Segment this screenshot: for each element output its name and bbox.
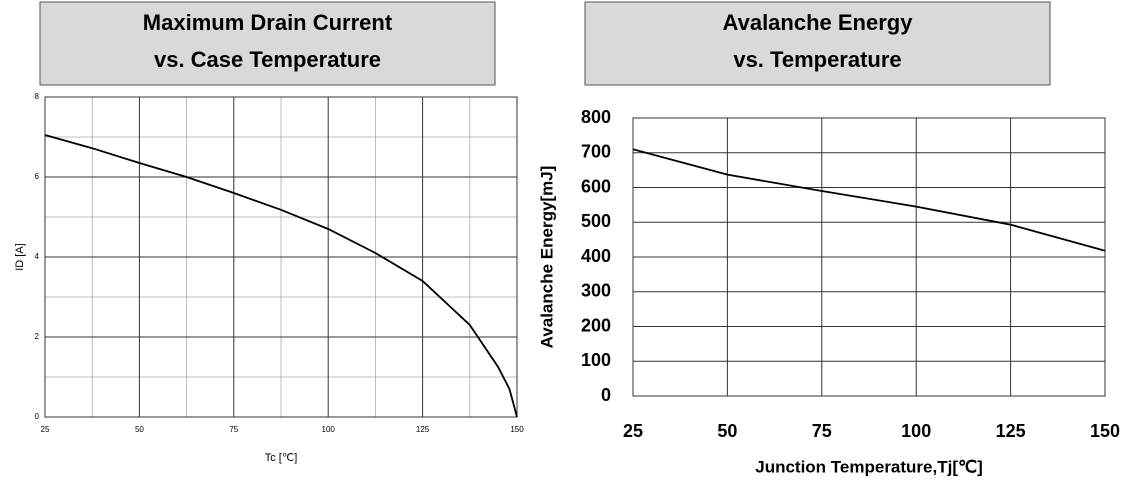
x-tick-label: 50: [135, 425, 144, 434]
y-tick-label: 2: [35, 332, 40, 341]
x-tick-label: 100: [901, 421, 931, 441]
y-tick-label: 4: [35, 252, 40, 261]
y-tick-label: 600: [581, 176, 611, 196]
y-tick-label: 6: [35, 172, 40, 181]
y-tick-label: 0: [601, 385, 611, 405]
y-axis-label: Avalanche Energy[mJ]: [537, 166, 556, 349]
chart-title: Maximum Drain Current: [143, 10, 393, 35]
y-tick-label: 800: [581, 107, 611, 127]
plot-frame: [632, 117, 1106, 397]
title-box: [584, 1, 1051, 86]
x-tick-label: 50: [717, 421, 737, 441]
chart-title: Avalanche Energy: [723, 10, 914, 35]
data-line: [632, 148, 1106, 252]
data-line: [44, 134, 518, 418]
chart-title: vs. Case Temperature: [154, 47, 381, 72]
x-tick-label: 125: [996, 421, 1026, 441]
y-tick-label: 700: [581, 142, 611, 162]
y-axis-label: ID [A]: [14, 243, 26, 271]
x-axis-label: Junction Temperature,Tj[℃]: [755, 457, 983, 476]
x-tick-label: 125: [416, 425, 430, 434]
y-tick-label: 500: [581, 211, 611, 231]
y-tick-label: 0: [35, 412, 40, 421]
y-tick-label: 300: [581, 281, 611, 301]
title-box: [39, 1, 496, 86]
chart-title: vs. Temperature: [733, 47, 901, 72]
y-tick-label: 8: [35, 92, 40, 101]
y-tick-label: 200: [581, 315, 611, 335]
y-tick-label: 100: [581, 350, 611, 370]
x-tick-label: 75: [229, 425, 238, 434]
x-tick-label: 25: [623, 421, 643, 441]
x-axis-label: Tc [℃]: [265, 452, 298, 464]
plot-frame: [44, 96, 518, 418]
x-tick-label: 75: [812, 421, 832, 441]
x-tick-label: 25: [41, 425, 50, 434]
x-tick-label: 100: [322, 425, 336, 434]
y-tick-label: 400: [581, 246, 611, 266]
x-tick-label: 150: [510, 425, 524, 434]
x-tick-label: 150: [1090, 421, 1120, 441]
